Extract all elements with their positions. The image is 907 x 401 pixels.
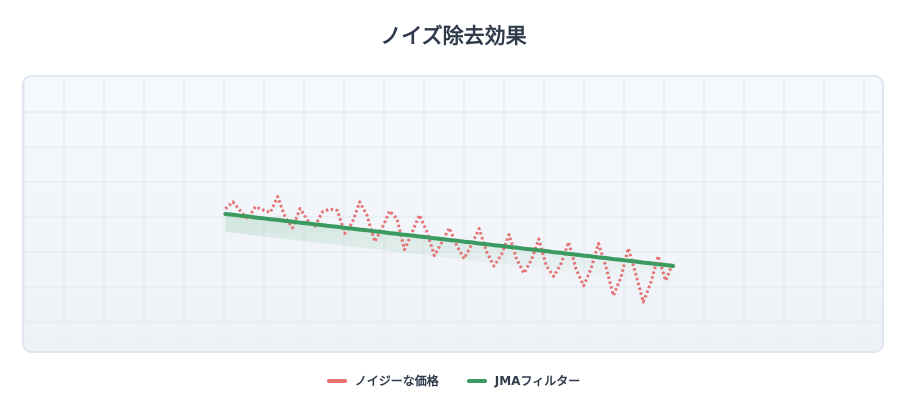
grid: [24, 77, 882, 351]
legend-label-jma: JMAフィルター: [494, 374, 581, 388]
legend-item-noisy[interactable]: ノイジーな価格: [326, 372, 439, 389]
jma-shadow-fill: [225, 214, 674, 284]
chart-title: ノイズ除去効果: [380, 24, 527, 48]
jma-fill-area: [225, 214, 674, 284]
legend-label-noisy: ノイジーな価格: [354, 374, 439, 388]
noisy-price-line: [224, 195, 675, 304]
series-lines: [223, 195, 676, 304]
legend: ノイジーな価格 JMAフィルター: [0, 372, 907, 389]
line-chart: [24, 77, 882, 351]
legend-swatch-jma: [466, 378, 487, 383]
plot-area: [22, 75, 884, 353]
legend-swatch-noisy: [326, 378, 347, 383]
legend-item-jma[interactable]: JMAフィルター: [466, 372, 581, 389]
jma-filter-line: [223, 212, 676, 268]
